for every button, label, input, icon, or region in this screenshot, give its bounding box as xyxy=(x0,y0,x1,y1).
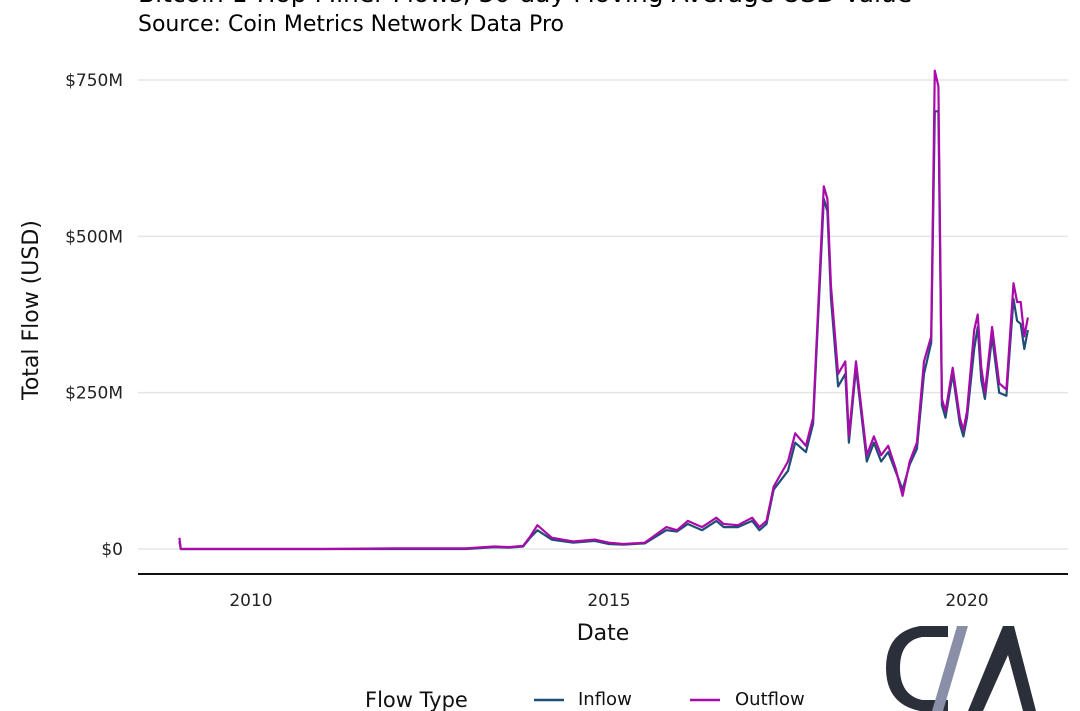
y-tick-label: $500M xyxy=(65,227,123,247)
y-axis-label: Total Flow (USD) xyxy=(19,220,44,401)
x-axis-ticks: 2010 2015 2020 xyxy=(229,591,988,611)
x-tick-label: 2015 xyxy=(587,591,630,611)
logo-slash xyxy=(932,626,968,711)
y-axis-ticks: $0 $250M $500M $750M xyxy=(65,71,123,560)
x-tick-label: 2020 xyxy=(945,591,988,611)
y-tick-label: $750M xyxy=(65,71,123,91)
series-lines xyxy=(178,69,1029,551)
coin-metrics-logo xyxy=(886,626,1036,711)
logo-c-shape xyxy=(886,626,948,711)
legend-label-inflow: Inflow xyxy=(578,689,632,710)
gridlines xyxy=(138,79,1068,550)
x-axis-label: Date xyxy=(577,621,630,646)
y-tick-label: $250M xyxy=(65,384,123,404)
legend: Flow Type Inflow Outflow xyxy=(365,688,805,711)
legend-title: Flow Type xyxy=(365,688,468,711)
legend-label-outflow: Outflow xyxy=(735,689,805,710)
series-line-inflow xyxy=(178,110,1029,551)
chart-subtitle: Source: Coin Metrics Network Data Pro xyxy=(138,12,564,37)
x-tick-label: 2010 xyxy=(229,591,272,611)
logo-m-shape xyxy=(968,626,1036,711)
series-line-outflow xyxy=(178,69,1029,551)
y-tick-label: $0 xyxy=(101,540,123,560)
chart-title: Bitcoin 1-Hop Miner Flows, 30-day Moving… xyxy=(138,0,912,8)
